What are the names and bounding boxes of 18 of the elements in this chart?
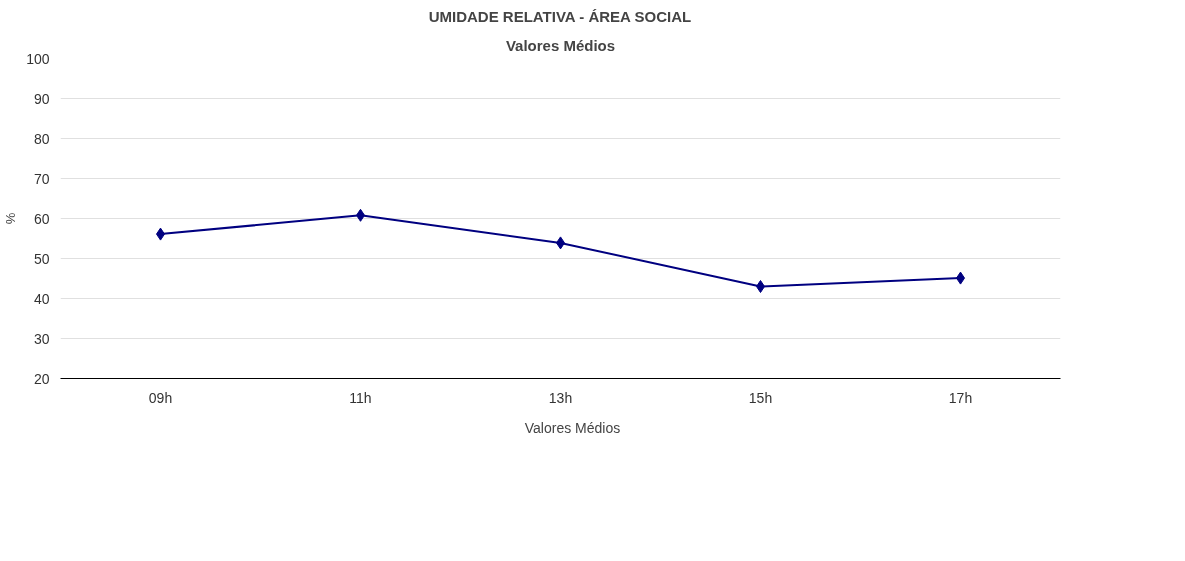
y-tick-label: 60: [33, 210, 50, 227]
x-tick-label: 13h: [548, 389, 573, 406]
y-tick-label: 40: [33, 290, 50, 307]
y-tick-label: 20: [33, 370, 50, 387]
x-tick-label: 09h: [148, 389, 173, 406]
y-tick-label: 80: [33, 130, 50, 147]
x-tick-label: 17h: [948, 389, 973, 406]
chart-subtitle: Valores Médios: [505, 36, 616, 54]
text: Valores Médios: [524, 420, 621, 436]
y-tick-label: 30: [33, 330, 50, 347]
x-tick-label: 15h: [748, 389, 773, 406]
y-tick-label: 70: [33, 170, 50, 187]
y-tick-label: 50: [33, 250, 50, 267]
y-tick-label: 90: [33, 90, 50, 107]
y-axis-title: %: [3, 212, 19, 225]
chart-title: UMIDADE RELATIVA - ÁREA SOCIAL: [428, 7, 692, 25]
x-tick-label: 11h: [349, 389, 372, 406]
y-tick-label: 100: [26, 50, 50, 67]
